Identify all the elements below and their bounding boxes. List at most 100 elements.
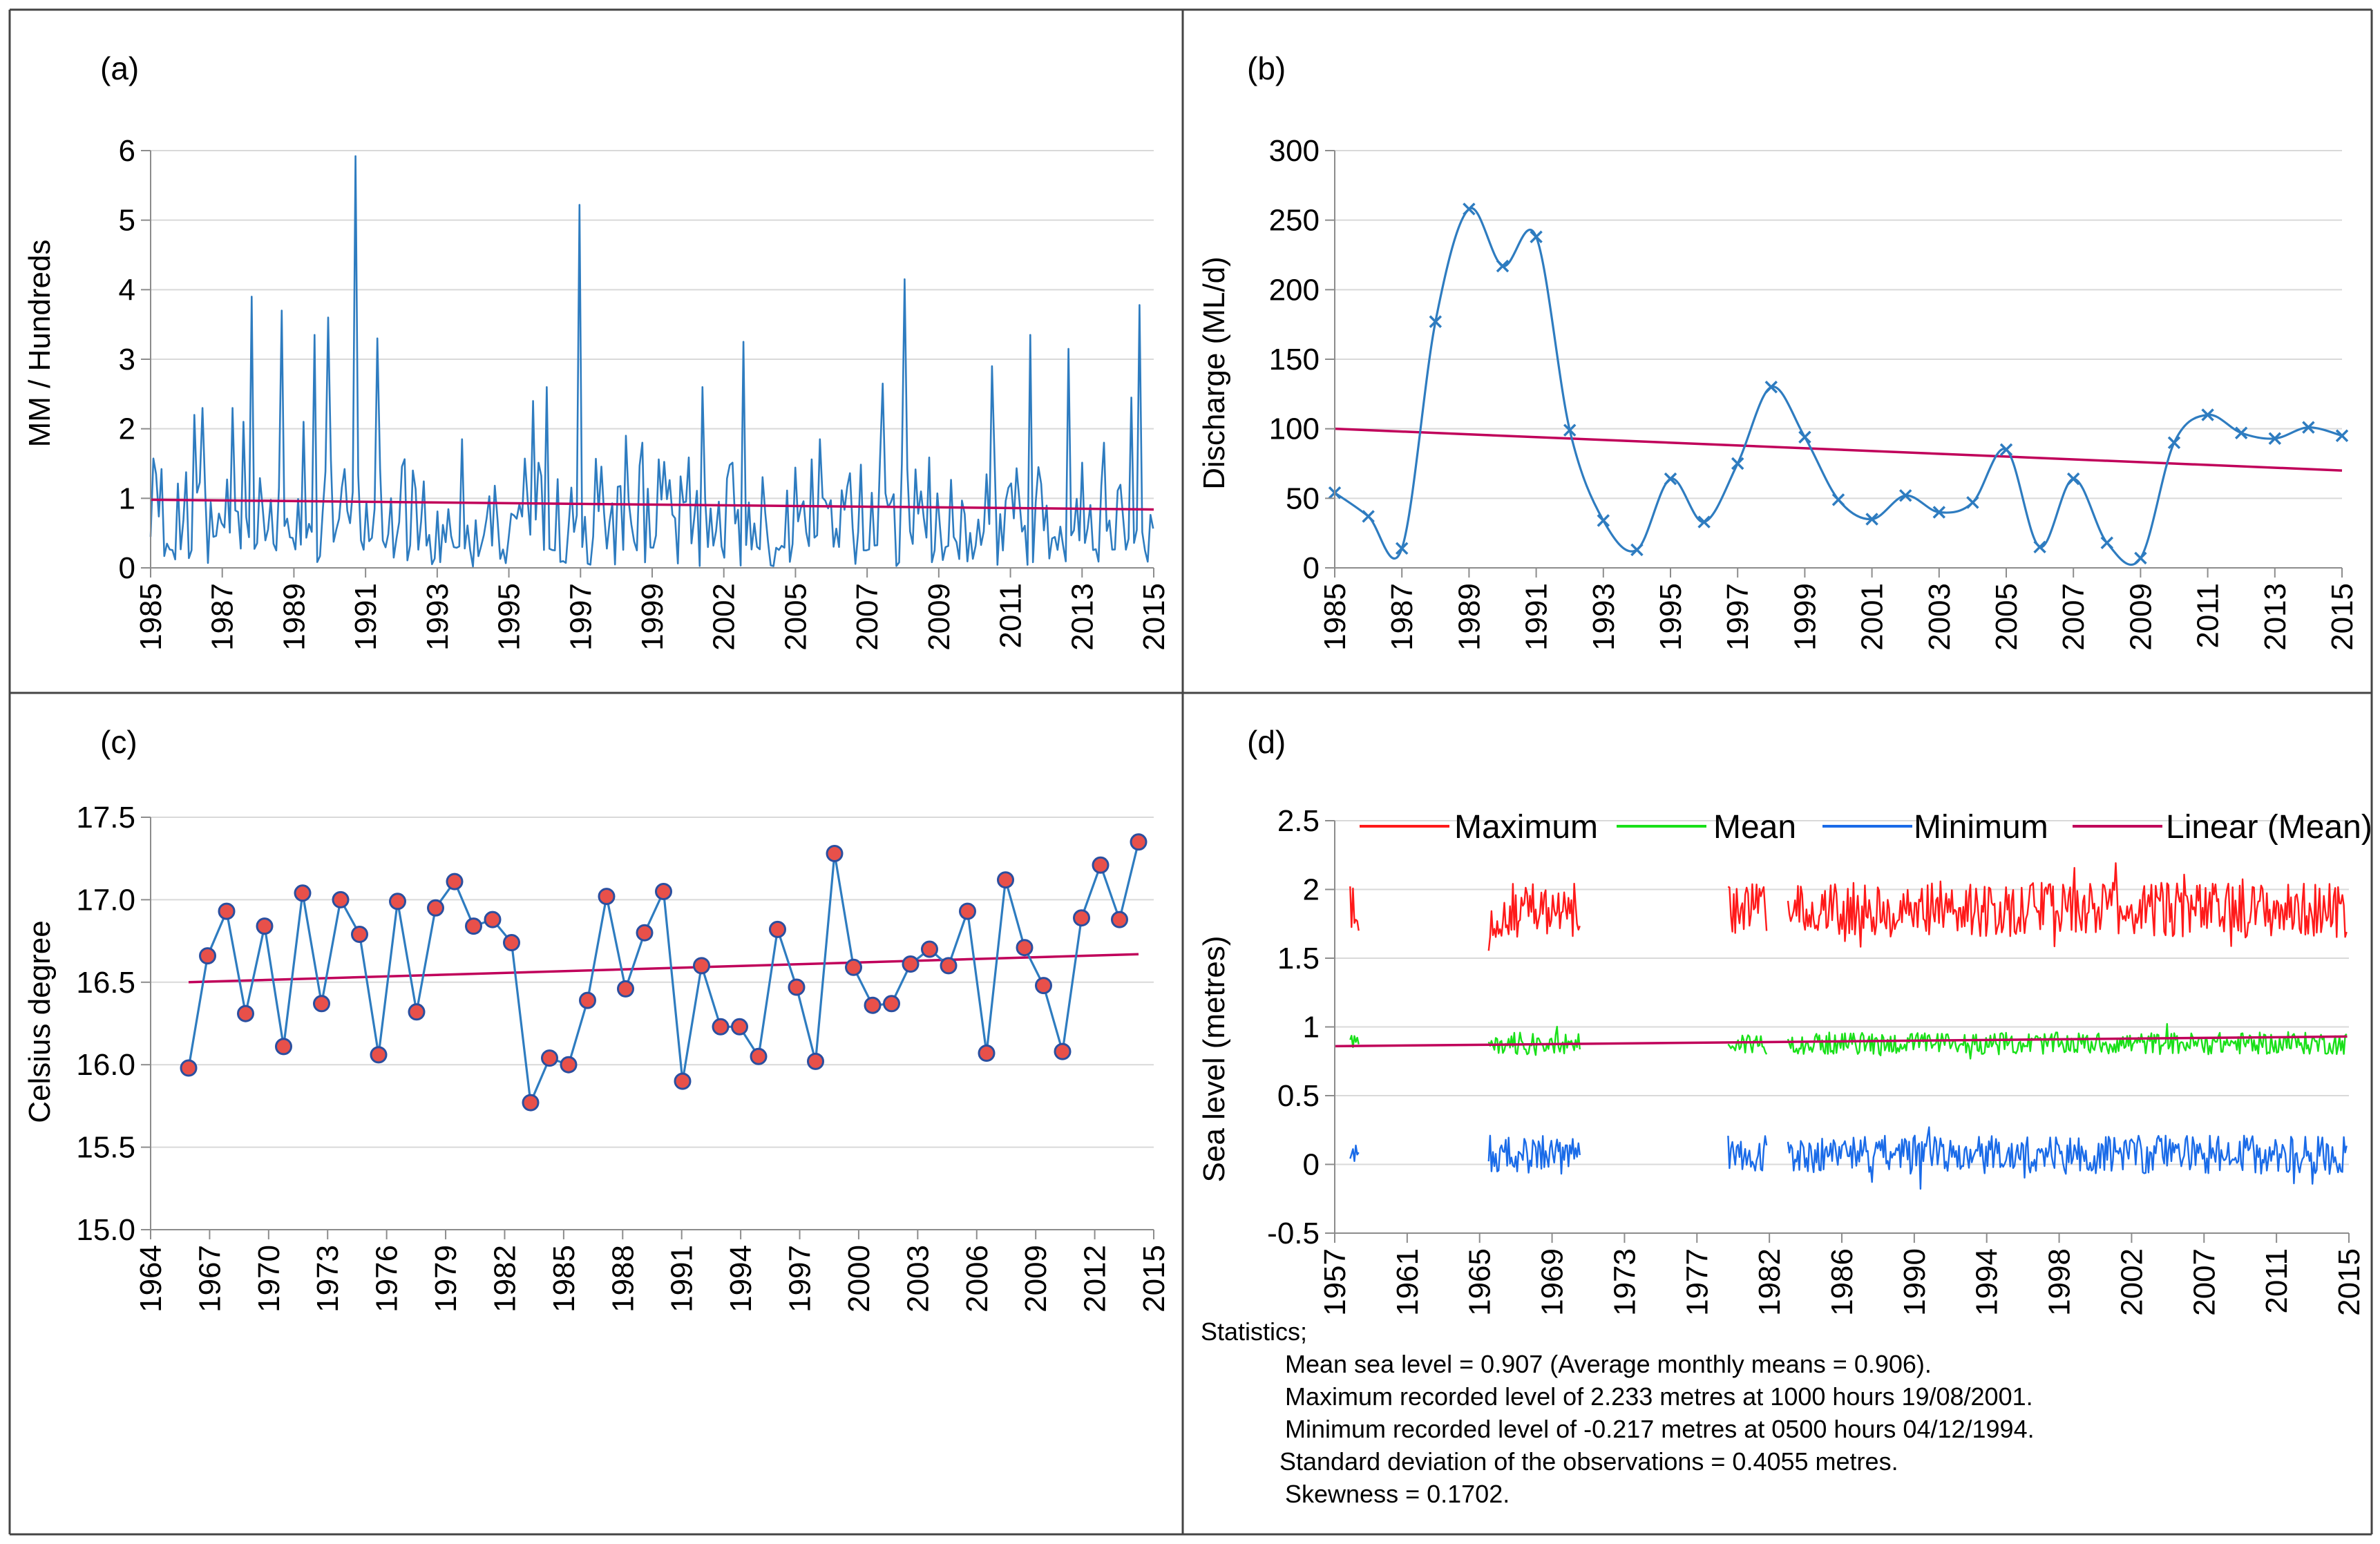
x-tick-label-1985: 1985	[1318, 583, 1352, 651]
panel-d-series	[1349, 862, 2348, 1190]
x-tick-label-2013: 2013	[1065, 583, 1099, 651]
statistics-line-maximum: Maximum recorded level of 2.233 metres a…	[1285, 1382, 2033, 1411]
temperature-point-2012	[1054, 1042, 1072, 1060]
statistics-heading: Statistics;	[1201, 1317, 1307, 1346]
discharge-point-1989	[1463, 202, 1476, 216]
y-tick-label-50: 50	[1286, 482, 1320, 515]
discharge-point-1996	[1697, 515, 1711, 528]
sea-level-minimum-segment-4	[1787, 1126, 2348, 1190]
temperature-point-1998	[788, 978, 806, 996]
y-tick-label--0.5: -0.5	[1267, 1217, 1320, 1250]
discharge-point-1994	[1630, 543, 1644, 557]
temperature-point-1968	[218, 902, 236, 920]
y-tick-label-0: 0	[1303, 551, 1320, 585]
y-tick-label-200: 200	[1269, 273, 1320, 307]
x-tick-label-1991: 1991	[665, 1245, 699, 1313]
panel-d-axes	[1325, 820, 2350, 1243]
discharge-point-2005	[1999, 443, 2013, 457]
discharge-point-1987	[1395, 542, 1409, 555]
rainfall-series-line	[149, 155, 1154, 568]
panel-b-trendline	[1334, 427, 2343, 472]
x-tick-label-1979: 1979	[429, 1245, 463, 1313]
temperature-point-1969	[237, 1004, 254, 1022]
x-tick-label-1997: 1997	[564, 583, 598, 651]
y-tick-label-0: 0	[119, 551, 135, 585]
x-tick-label-1970: 1970	[252, 1245, 286, 1313]
statistics-line-skewness: Skewness = 0.1702.	[1285, 1480, 1510, 1508]
temperature-point-2005	[921, 940, 938, 958]
temperature-point-2013	[1073, 909, 1090, 927]
sea-level-maximum-segment-2	[1487, 882, 1581, 951]
sea-level-mean-segment-3	[1727, 1034, 1768, 1055]
panel-b-y-axis-label: Discharge (ML/d)	[1197, 256, 1231, 489]
x-tick-label-1998: 1998	[2043, 1248, 2077, 1316]
panel-d-legend: Maximum Mean Minimum Linear (Mean)	[1360, 809, 2372, 846]
temperature-point-1966	[180, 1059, 198, 1077]
x-tick-label-2011: 2011	[994, 583, 1028, 649]
x-tick-label-1986: 1986	[1825, 1248, 1859, 1316]
y-tick-label-15.0: 15.0	[76, 1213, 135, 1247]
discharge-point-2013	[2268, 432, 2282, 445]
sea-level-minimum-segment-2	[1487, 1134, 1581, 1175]
y-tick-label-16.0: 16.0	[76, 1048, 135, 1082]
temperature-point-1978	[408, 1003, 426, 1021]
y-tick-label-2: 2	[1303, 873, 1320, 907]
x-tick-label-2002: 2002	[707, 583, 741, 651]
legend-label-linear-mean: Linear (Mean)	[2166, 809, 2372, 846]
temperature-point-2000	[826, 845, 844, 862]
x-tick-label-2007: 2007	[850, 583, 884, 651]
y-tick-label-17.5: 17.5	[76, 801, 135, 835]
x-tick-label-1993: 1993	[421, 583, 455, 651]
temperature-point-1991	[655, 883, 672, 900]
x-tick-label-1991: 1991	[349, 583, 383, 651]
x-tick-label-1977: 1977	[1680, 1248, 1714, 1316]
y-tick-label-2.5: 2.5	[1277, 804, 1320, 838]
temperature-point-1967	[199, 947, 216, 965]
statistics-line-minimum: Minimum recorded level of -0.217 metres …	[1285, 1415, 2035, 1443]
temperature-point-1982	[484, 911, 502, 928]
temperature-point-1981	[465, 917, 482, 935]
temperature-point-1985	[541, 1049, 558, 1067]
legend-label-maximum: Maximum	[1454, 809, 1598, 846]
panel-b-y-ticks: 0 50 100 150 200 250 300	[1269, 134, 1320, 585]
temperature-point-1992	[674, 1072, 692, 1090]
x-tick-label-1957: 1957	[1318, 1248, 1352, 1316]
y-tick-label-150: 150	[1269, 343, 1320, 377]
x-tick-label-2011: 2011	[2191, 583, 2225, 649]
discharge-point-2009	[2134, 551, 2147, 565]
y-tick-label-3: 3	[119, 343, 135, 377]
x-tick-label-1965: 1965	[1463, 1248, 1497, 1316]
x-tick-label-1994: 1994	[1970, 1248, 2004, 1316]
temperature-point-1973	[313, 995, 330, 1013]
temperature-point-2008	[978, 1045, 996, 1062]
y-tick-label-0: 0	[1303, 1148, 1320, 1182]
y-tick-label-4: 4	[119, 273, 135, 307]
temperature-point-1971	[275, 1038, 292, 1056]
panel-b-label: (b)	[1247, 50, 1286, 86]
trendline-linear	[150, 498, 1154, 511]
sea-level-mean-segment-4	[1787, 1022, 2348, 1060]
sea-level-maximum-segment-4	[1787, 862, 2348, 948]
temperature-point-1994	[712, 1018, 730, 1036]
discharge-point-1986	[1362, 510, 1375, 523]
temperature-point-2009	[997, 871, 1014, 889]
panel-a-axes	[141, 150, 1154, 578]
temperature-point-1975	[351, 926, 368, 943]
temperature-point-2007	[959, 902, 976, 920]
temperature-point-1974	[332, 890, 350, 908]
temperature-point-1983	[503, 934, 520, 951]
panel-b-axes	[1325, 150, 2343, 578]
panel-d-label: (d)	[1247, 724, 1286, 760]
temperature-point-1989	[617, 980, 634, 998]
discharge-point-2012	[2234, 426, 2248, 439]
x-tick-label-2002: 2002	[2115, 1248, 2149, 1316]
panel-b-discharge: (b) Discharge (ML/d) 050100150200250300 …	[1197, 50, 2359, 651]
panel-d-trendline	[1334, 1035, 2348, 1048]
x-tick-label-2013: 2013	[2258, 583, 2292, 651]
panel-d-y-axis-label: Sea level (metres)	[1197, 935, 1231, 1182]
y-tick-label-17.0: 17.0	[76, 883, 135, 917]
panel-a-y-ticks: 0 1 2 3 4 5 6	[119, 134, 135, 585]
x-tick-label-1999: 1999	[636, 583, 669, 651]
